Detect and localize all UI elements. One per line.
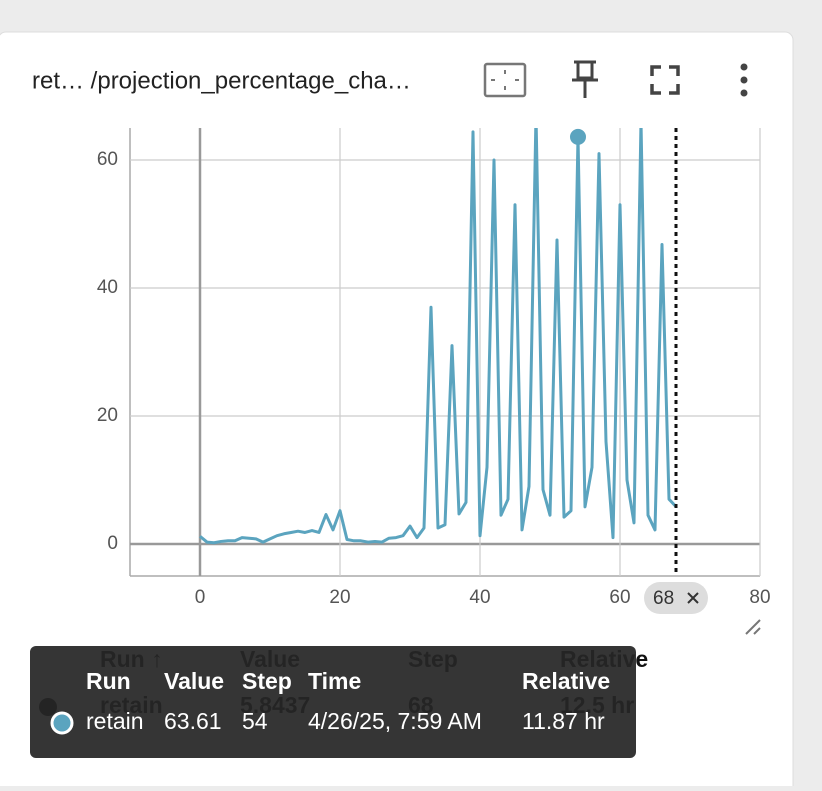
resize-handle[interactable] bbox=[745, 619, 761, 635]
x-tick-label: 20 bbox=[329, 587, 350, 608]
more-button[interactable] bbox=[740, 63, 748, 97]
tooltip-header: Step bbox=[242, 668, 292, 694]
tooltip-header: Time bbox=[308, 668, 361, 694]
tooltip-header: Relative bbox=[522, 668, 610, 694]
plot bbox=[199, 128, 678, 545]
fullscreen-button[interactable] bbox=[650, 65, 680, 95]
card bbox=[0, 31, 794, 791]
hover-point bbox=[570, 128, 586, 145]
fit-domain-button[interactable] bbox=[483, 62, 527, 98]
x-tick-label: 80 bbox=[749, 587, 770, 608]
tooltip-time: 4/26/25, 7:59 AM bbox=[308, 708, 482, 734]
tooltip-relative: 11.87 hr bbox=[522, 708, 605, 734]
tooltip: Run Value Step Time Relative retain 63.6… bbox=[30, 646, 636, 758]
tooltip-header: Run bbox=[86, 668, 131, 694]
y-tick-label: 20 bbox=[97, 405, 118, 426]
card-title: ret… /projection_percentage_cha… bbox=[32, 67, 411, 94]
tooltip-step: 54 bbox=[242, 708, 268, 734]
x-tick-label: 60 bbox=[609, 587, 630, 608]
y-tick-label: 60 bbox=[97, 149, 118, 170]
tooltip-run: retain bbox=[86, 708, 144, 734]
x-tick-label: 40 bbox=[469, 587, 490, 608]
tooltip-value: 63.61 bbox=[164, 708, 222, 734]
x-tick-label: 0 bbox=[195, 587, 206, 608]
chip-step: 68 bbox=[653, 588, 674, 609]
pin-button[interactable] bbox=[572, 60, 598, 98]
step-chip[interactable]: 68 bbox=[644, 582, 708, 614]
y-tick-label: 40 bbox=[97, 277, 118, 298]
y-tick-label: 0 bbox=[107, 533, 118, 554]
tooltip-header: Value bbox=[164, 668, 224, 694]
series-line bbox=[199, 128, 678, 545]
